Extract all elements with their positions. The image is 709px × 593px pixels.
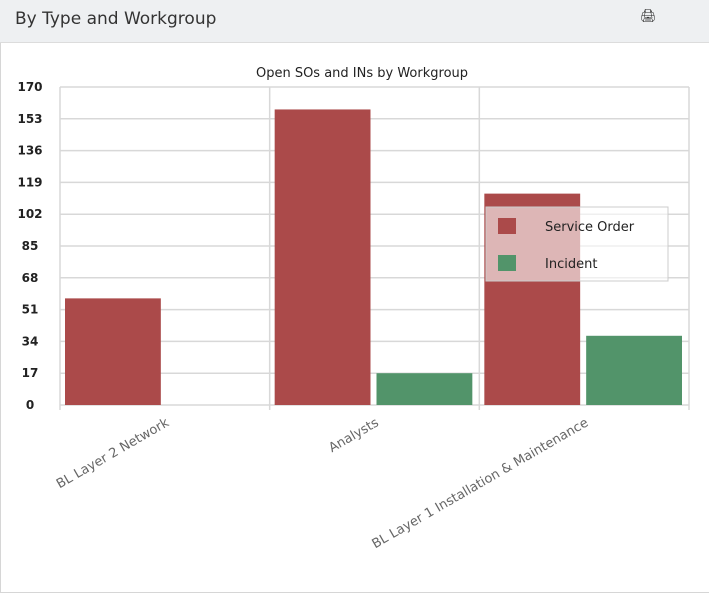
y-tick-label: 68 (22, 271, 39, 285)
y-tick-label: 170 (17, 80, 42, 94)
legend (485, 206, 669, 282)
bar-incident (586, 335, 682, 405)
y-tick-label: 51 (22, 303, 39, 317)
panel-title: By Type and Workgroup (15, 9, 217, 29)
legend-label: Service Order (545, 220, 635, 235)
bar-incident (376, 373, 473, 405)
x-tick-label: BL Layer 2 Network (54, 415, 172, 492)
panel-header: By Type and Workgroup 🖨 (0, 0, 709, 43)
legend-swatch (498, 218, 516, 234)
print-icon[interactable]: 🖨 (640, 9, 657, 24)
legend-label: Incident (545, 257, 597, 272)
y-tick-label: 102 (17, 207, 42, 221)
chart-title: Open SOs and INs by Workgroup (256, 66, 468, 81)
y-tick-label: 34 (22, 334, 39, 348)
y-tick-label: 153 (17, 112, 42, 126)
bar-service-order (274, 109, 371, 406)
y-tick-label: 136 (17, 144, 42, 158)
y-tick-label: 85 (22, 239, 39, 253)
x-tick-label: Analysts (326, 415, 381, 456)
legend-swatch (498, 255, 516, 271)
y-tick-label: 119 (17, 175, 42, 189)
x-tick-label: BL Layer 1 Installation & Maintenance (370, 415, 592, 552)
y-tick-label: 0 (26, 398, 34, 412)
y-tick-label: 17 (22, 366, 39, 380)
bar-service-order (65, 298, 161, 405)
